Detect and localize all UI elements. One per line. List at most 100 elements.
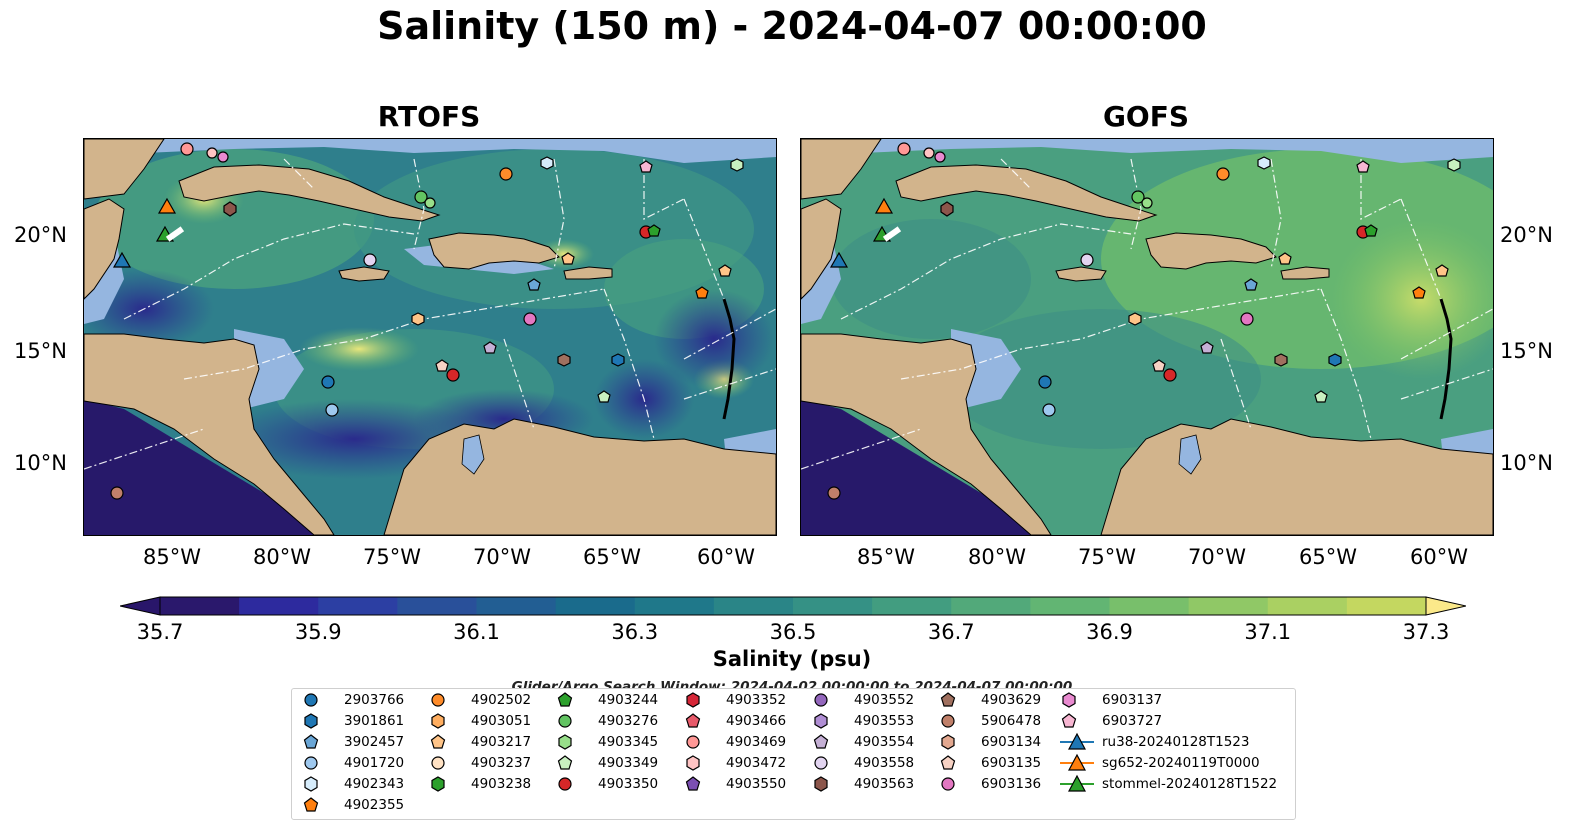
legend-item-label: 4903554 <box>854 734 915 750</box>
lon-label-70w-right: 70°W <box>1188 545 1246 569</box>
legend-marker-circle <box>814 756 828 770</box>
legend-marker-pentagon <box>940 692 956 707</box>
colorbar-extend-high <box>1425 596 1466 616</box>
legend-marker-pentagon <box>557 692 573 707</box>
panel-title-rtofs: RTOFS <box>377 100 481 133</box>
legend-item-label: 4902355 <box>344 797 405 813</box>
colorbar-bin <box>713 597 794 615</box>
legend-marker-circle <box>558 777 572 791</box>
legend-marker-hexagon <box>814 776 828 792</box>
lon-label-70w-left: 70°W <box>473 545 531 569</box>
lon-label-60w-left: 60°W <box>697 545 755 569</box>
legend-item-label: 4903276 <box>598 713 659 729</box>
lon-label-65w-right: 65°W <box>1299 545 1357 569</box>
lon-label-65w-left: 65°W <box>583 545 641 569</box>
legend-marker-pentagon <box>430 734 446 749</box>
colorbar-label: Salinity (psu) <box>712 647 872 671</box>
legend-marker-circle <box>941 714 955 728</box>
legend-marker-circle <box>431 693 445 707</box>
lon-label-80w-right: 80°W <box>968 545 1026 569</box>
lon-label-80w-left: 80°W <box>253 545 311 569</box>
colorbar-bin <box>1346 597 1427 615</box>
legend-item-label: sg652-20240119T0000 <box>1102 755 1260 771</box>
legend-marker-circle <box>814 693 828 707</box>
map-panel-gofs <box>800 138 1494 536</box>
legend: 2903766 3901861 3902457 4901720 4902343 49023… <box>291 688 1296 820</box>
colorbar-tick-label: 36.3 <box>611 620 659 644</box>
legend-item-label: 4903244 <box>598 692 659 708</box>
lat-label-20n-left: 20°N <box>14 223 67 247</box>
legend-item-label: 4903352 <box>726 692 787 708</box>
colorbar-bin <box>239 597 319 615</box>
lon-label-85w-left: 85°W <box>143 545 201 569</box>
legend-marker-circle <box>558 714 572 728</box>
lat-label-15n-left: 15°N <box>14 339 67 363</box>
lon-label-75w-left: 75°W <box>363 545 421 569</box>
legend-marker-hexagon <box>558 734 572 750</box>
legend-item-label: 4903345 <box>598 734 659 750</box>
colorbar-bin <box>397 597 477 615</box>
legend-item-label: 6903727 <box>1102 713 1163 729</box>
legend-item-label: 4903349 <box>598 755 659 771</box>
legend-item-label: 4903237 <box>471 755 532 771</box>
gofs-salinity-map <box>801 139 1493 535</box>
legend-item-label: 6903137 <box>1102 692 1163 708</box>
legend-item-label: ru38-20240128T1523 <box>1102 734 1250 750</box>
legend-item-label: 6903134 <box>981 734 1042 750</box>
colorbar-extend-low <box>120 596 161 616</box>
colorbar-tick-label: 37.3 <box>1402 620 1450 644</box>
legend-marker-hexagon <box>686 755 700 771</box>
legend-item-label: 4903051 <box>471 713 532 729</box>
legend-item-label: 3902457 <box>344 734 405 750</box>
legend-marker-hexagon <box>304 713 318 729</box>
legend-item-label: 3901861 <box>344 713 405 729</box>
legend-item-label: 6903135 <box>981 755 1042 771</box>
colorbar-tick-label: 35.9 <box>294 620 342 644</box>
legend-item-label: 4902343 <box>344 776 405 792</box>
legend-marker-pentagon <box>303 797 319 812</box>
legend-marker-circle <box>941 777 955 791</box>
colorbar-tick-label: 36.7 <box>927 620 975 644</box>
legend-marker-pentagon <box>1061 713 1077 728</box>
lat-label-15n-right: 15°N <box>1500 339 1553 363</box>
legend-item-label: stommel-20240128T1522 <box>1102 776 1278 792</box>
legend-item-label: 4903466 <box>726 713 787 729</box>
lat-label-10n-left: 10°N <box>14 451 67 475</box>
lon-label-75w-right: 75°W <box>1078 545 1136 569</box>
colorbar-bin <box>1030 597 1110 615</box>
legend-marker-hexagon <box>431 776 445 792</box>
lon-label-85w-right: 85°W <box>857 545 915 569</box>
legend-marker-triangle-line <box>1060 753 1094 771</box>
legend-marker-pentagon <box>685 713 701 728</box>
colorbar-bin <box>951 597 1031 615</box>
legend-item-label: 4903552 <box>854 692 915 708</box>
colorbar-tick-label: 37.1 <box>1244 620 1292 644</box>
legend-item-label: 4903472 <box>726 755 787 771</box>
legend-item-label: 4903238 <box>471 776 532 792</box>
figure-title: Salinity (150 m) - 2024-04-07 00:00:00 <box>377 4 1207 48</box>
colorbar-bin <box>634 597 715 615</box>
legend-marker-circle <box>431 756 445 770</box>
colorbar <box>120 596 1466 616</box>
lat-label-10n-right: 10°N <box>1500 451 1553 475</box>
colorbar-tick-label: 36.5 <box>769 620 817 644</box>
colorbar-bin <box>476 597 557 615</box>
colorbar-bin <box>318 597 398 615</box>
colorbar-tick-label: 35.7 <box>136 620 184 644</box>
legend-marker-circle <box>686 735 700 749</box>
legend-item-label: 4903350 <box>598 776 659 792</box>
legend-item-label: 2903766 <box>344 692 405 708</box>
legend-marker-pentagon <box>813 734 829 749</box>
legend-marker-pentagon <box>940 755 956 770</box>
legend-marker-hexagon <box>941 734 955 750</box>
map-panel-rtofs <box>83 138 777 536</box>
legend-item-label: 4903558 <box>854 755 915 771</box>
legend-item-label: 4903217 <box>471 734 532 750</box>
lat-label-20n-right: 20°N <box>1500 223 1553 247</box>
rtofs-salinity-map <box>84 139 776 535</box>
legend-item-label: 5906478 <box>981 713 1042 729</box>
legend-item-label: 4901720 <box>344 755 405 771</box>
legend-marker-circle <box>304 693 318 707</box>
legend-marker-hexagon <box>686 692 700 708</box>
legend-marker-pentagon <box>557 755 573 770</box>
